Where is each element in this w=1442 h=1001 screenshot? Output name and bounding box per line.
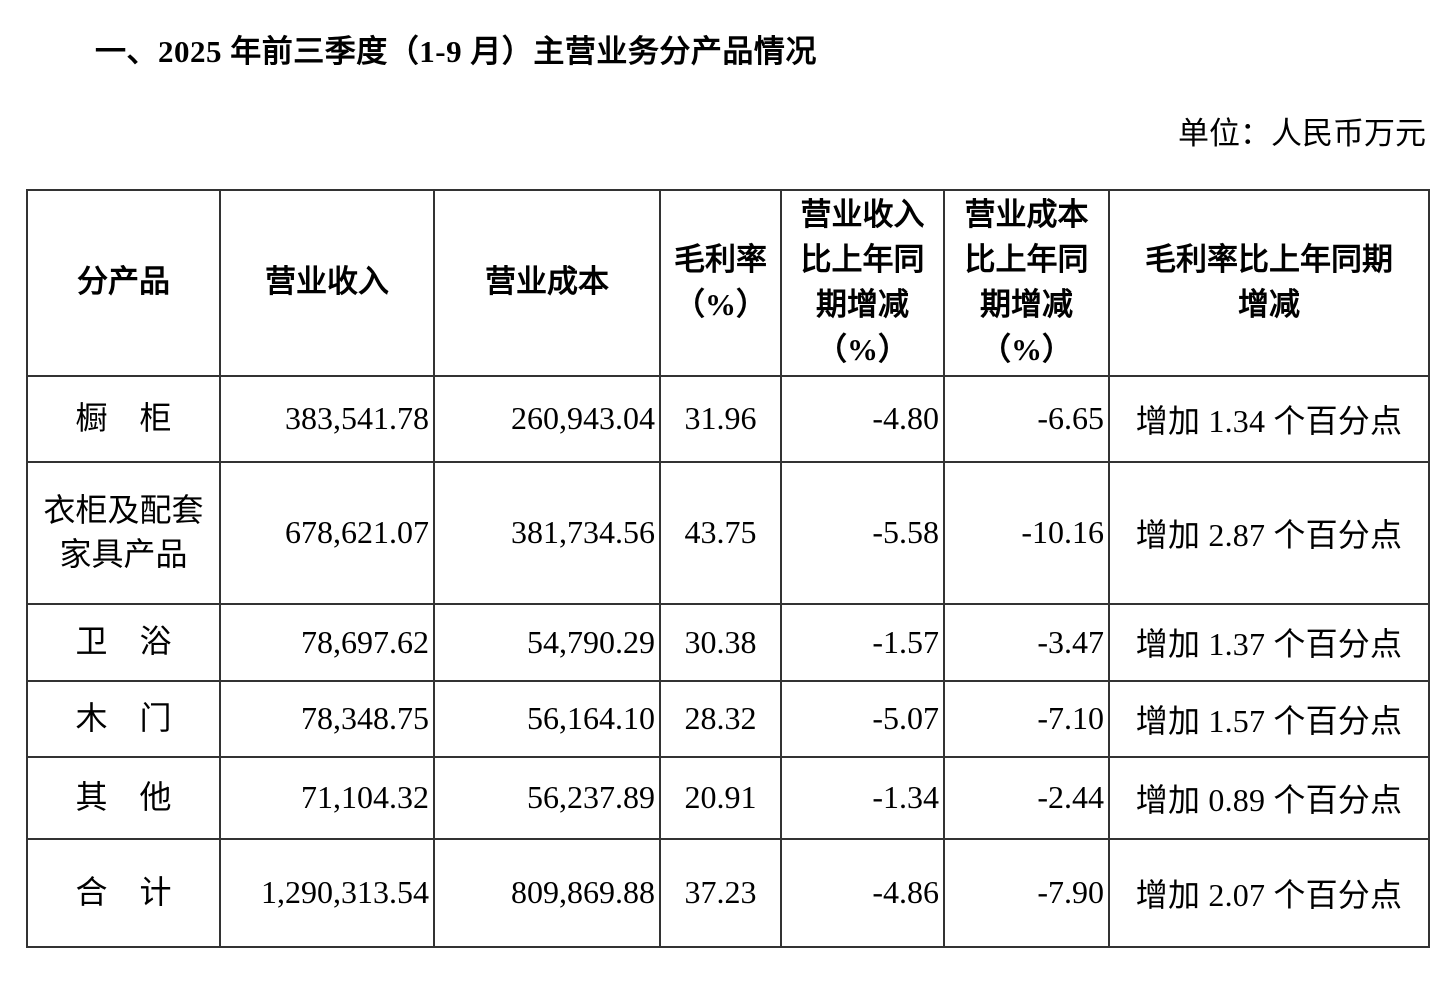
product-cell: 橱 柜 (26, 374, 221, 463)
header-row: 分产品 营业收入 营业成本 毛利率 （%） 营业收入 比上年同 期增减 （%） … (26, 188, 1430, 377)
margin-yoy-cell: 增加 1.37 个百分点 (1108, 602, 1430, 682)
product-table: 分产品 营业收入 营业成本 毛利率 （%） 营业收入 比上年同 期增减 （%） … (26, 188, 1430, 948)
cost-cell: 56,164.10 (433, 679, 661, 758)
document: 一、2025 年前三季度（1-9 月）主营业务分产品情况 单位：人民币万元 分产… (0, 33, 1442, 948)
gross-margin-cell: 31.96 (659, 374, 782, 463)
revenue-cell: 678,621.07 (219, 460, 435, 605)
product-cell: 衣柜及配套 家具产品 (26, 460, 221, 605)
revenue-yoy-cell: -4.86 (780, 837, 945, 948)
cost-cell: 260,943.04 (433, 374, 661, 463)
revenue-cell: 383,541.78 (219, 374, 435, 463)
header-revenue-yoy: 营业收入 比上年同 期增减 （%） (780, 188, 945, 377)
table-row-other: 其 他 71,104.32 56,237.89 20.91 -1.34 -2.4… (26, 755, 1430, 840)
margin-yoy-cell: 增加 1.57 个百分点 (1108, 679, 1430, 758)
table-row-wooden-door: 木 门 78,348.75 56,164.10 28.32 -5.07 -7.1… (26, 679, 1430, 758)
table-row-wardrobe: 衣柜及配套 家具产品 678,621.07 381,734.56 43.75 -… (26, 460, 1430, 605)
table-row-total: 合 计 1,290,313.54 809,869.88 37.23 -4.86 … (26, 837, 1430, 948)
cost-cell: 809,869.88 (433, 837, 661, 948)
header-cost: 营业成本 (433, 188, 661, 377)
cost-cell: 381,734.56 (433, 460, 661, 605)
revenue-cell: 78,697.62 (219, 602, 435, 682)
cost-yoy-cell: -6.65 (943, 374, 1110, 463)
revenue-cell: 78,348.75 (219, 679, 435, 758)
unit-note: 单位：人民币万元 (1178, 116, 1426, 152)
cost-yoy-cell: -7.10 (943, 679, 1110, 758)
gross-margin-cell: 43.75 (659, 460, 782, 605)
product-cell: 合 计 (26, 837, 221, 948)
revenue-cell: 1,290,313.54 (219, 837, 435, 948)
margin-yoy-cell: 增加 0.89 个百分点 (1108, 755, 1430, 840)
section-title: 一、2025 年前三季度（1-9 月）主营业务分产品情况 (95, 34, 817, 69)
revenue-cell: 71,104.32 (219, 755, 435, 840)
table-row-bathroom: 卫 浴 78,697.62 54,790.29 30.38 -1.57 -3.4… (26, 602, 1430, 682)
product-cell: 木 门 (26, 679, 221, 758)
gross-margin-cell: 28.32 (659, 679, 782, 758)
product-cell: 其 他 (26, 755, 221, 840)
header-gross-margin: 毛利率 （%） (659, 188, 782, 377)
revenue-yoy-cell: -5.07 (780, 679, 945, 758)
cost-yoy-cell: -10.16 (943, 460, 1110, 605)
gross-margin-cell: 30.38 (659, 602, 782, 682)
margin-yoy-cell: 增加 1.34 个百分点 (1108, 374, 1430, 463)
header-revenue: 营业收入 (219, 188, 435, 377)
header-cost-yoy: 营业成本 比上年同 期增减 （%） (943, 188, 1110, 377)
gross-margin-cell: 20.91 (659, 755, 782, 840)
header-margin-yoy: 毛利率比上年同期 增减 (1108, 188, 1430, 377)
header-product: 分产品 (26, 188, 221, 377)
margin-yoy-cell: 增加 2.87 个百分点 (1108, 460, 1430, 605)
gross-margin-cell: 37.23 (659, 837, 782, 948)
table-row-cabinet: 橱 柜 383,541.78 260,943.04 31.96 -4.80 -6… (26, 374, 1430, 463)
revenue-yoy-cell: -5.58 (780, 460, 945, 605)
revenue-yoy-cell: -1.57 (780, 602, 945, 682)
cost-yoy-cell: -2.44 (943, 755, 1110, 840)
margin-yoy-cell: 增加 2.07 个百分点 (1108, 837, 1430, 948)
revenue-yoy-cell: -1.34 (780, 755, 945, 840)
cost-yoy-cell: -7.90 (943, 837, 1110, 948)
cost-yoy-cell: -3.47 (943, 602, 1110, 682)
revenue-yoy-cell: -4.80 (780, 374, 945, 463)
product-cell: 卫 浴 (26, 602, 221, 682)
cost-cell: 56,237.89 (433, 755, 661, 840)
cost-cell: 54,790.29 (433, 602, 661, 682)
